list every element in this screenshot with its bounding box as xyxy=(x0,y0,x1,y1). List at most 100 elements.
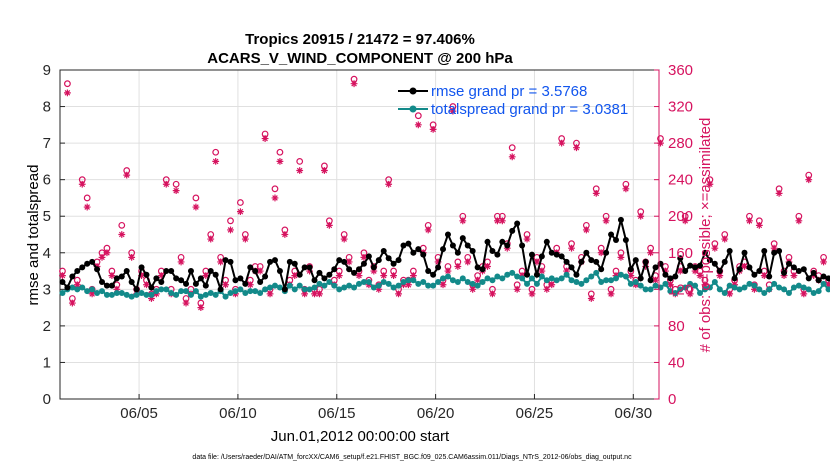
totalspread-point xyxy=(464,279,471,286)
totalspread-point xyxy=(321,282,328,289)
rmse-point xyxy=(766,273,773,280)
totalspread-point xyxy=(252,288,259,295)
rmse-point xyxy=(291,260,298,267)
rmse-point xyxy=(563,258,570,265)
obs-assimilated-point xyxy=(538,267,546,275)
y-axis-right-label: # of obs: o=possible; ×=assimilated xyxy=(697,118,714,353)
rmse-point xyxy=(178,277,185,284)
rmse-point xyxy=(761,247,768,254)
totalspread-point xyxy=(232,288,239,295)
rmse-point xyxy=(593,258,600,265)
totalspread-point xyxy=(815,288,822,295)
obs-assimilated-point xyxy=(474,276,482,284)
rmse-point xyxy=(627,266,634,273)
rmse-point xyxy=(113,275,120,282)
obs-assimilated-point xyxy=(123,171,131,179)
totalspread-point xyxy=(108,291,115,298)
obs-assimilated-point xyxy=(513,285,521,293)
y-right-tick-label: 0 xyxy=(668,391,676,408)
totalspread-point xyxy=(128,293,135,300)
totalspread-point xyxy=(79,284,86,291)
obs-assimilated-point xyxy=(662,267,669,275)
totalspread-point xyxy=(608,277,615,284)
rmse-point xyxy=(474,264,481,271)
obs-assimilated-point xyxy=(59,272,66,280)
rmse-point xyxy=(825,275,830,282)
rmse-point xyxy=(123,268,130,275)
totalspread-point xyxy=(820,280,827,287)
rmse-point xyxy=(657,260,664,267)
rmse-point xyxy=(331,266,338,273)
rmse-point xyxy=(415,246,422,253)
rmse-point xyxy=(613,236,620,243)
totalspread-point xyxy=(370,284,377,291)
rmse-point xyxy=(118,273,125,280)
rmse-point xyxy=(603,249,610,256)
obs-assimilated-point xyxy=(390,272,398,280)
rmse-point xyxy=(326,271,333,278)
grid-lines xyxy=(60,70,659,399)
totalspread-point xyxy=(158,286,165,293)
rmse-point xyxy=(232,277,239,284)
obs-assimilated-point xyxy=(548,281,556,289)
obs-assimilated-point xyxy=(820,258,827,266)
rmse-point xyxy=(637,275,644,282)
totalspread-point xyxy=(538,273,545,280)
rmse-point xyxy=(568,264,575,271)
obs-assimilated-point xyxy=(256,267,264,275)
rmse-point xyxy=(380,247,387,254)
totalspread-point xyxy=(795,282,802,289)
rmse-point xyxy=(444,231,451,238)
rmse-point xyxy=(79,264,86,271)
totalspread-point xyxy=(395,282,402,289)
rmse-point xyxy=(360,260,367,267)
obs-assimilated-point xyxy=(459,217,467,225)
totalspread-point xyxy=(242,289,249,296)
rmse-point xyxy=(405,240,412,247)
totalspread-point xyxy=(306,286,313,293)
obs-assimilated-point xyxy=(657,139,664,147)
y-right-tick-label: 80 xyxy=(668,318,685,335)
x-tick-label: 06/15 xyxy=(318,405,356,422)
totalspread-point xyxy=(736,286,743,293)
obs-assimilated-point xyxy=(647,249,654,257)
obs-assimilated-point xyxy=(686,290,694,298)
totalspread-point xyxy=(598,279,605,286)
totalspread-point xyxy=(711,279,718,286)
rmse-point xyxy=(805,275,812,282)
obs-assimilated-point xyxy=(316,290,323,298)
rmse-point xyxy=(420,251,427,258)
y-left-tick-label: 3 xyxy=(43,281,51,298)
obs-assimilated-point xyxy=(113,285,121,293)
totalspread-point xyxy=(207,289,214,296)
totalspread-point xyxy=(405,277,412,284)
x-tick-label: 06/20 xyxy=(417,405,455,422)
totalspread-point xyxy=(202,291,209,298)
totalspread-point xyxy=(346,282,353,289)
rmse-point xyxy=(677,255,684,262)
obs-assimilated-point xyxy=(88,290,96,298)
totalspread-point xyxy=(400,279,407,286)
rmse-point xyxy=(435,264,442,271)
obs-possible-point xyxy=(236,199,244,206)
legend-spread-marker xyxy=(409,105,417,113)
rmse-point xyxy=(346,266,353,273)
obs-assimilated-point xyxy=(325,221,333,229)
rmse-point xyxy=(721,258,728,265)
x-tick-label: 06/05 xyxy=(120,405,158,422)
rmse-point xyxy=(390,260,397,267)
rmse-point xyxy=(311,277,318,284)
y-right-tick-label: 160 xyxy=(668,245,693,262)
rmse-point xyxy=(820,273,827,280)
totalspread-point xyxy=(410,277,417,284)
y-right-tick-label: 200 xyxy=(668,208,693,225)
totalspread-point xyxy=(390,284,397,291)
totalspread-point xyxy=(227,289,234,296)
obs-assimilated-point xyxy=(597,249,605,257)
rmse-point xyxy=(795,268,802,275)
totalspread-point xyxy=(59,289,66,296)
obs-assimilated-point xyxy=(676,267,684,275)
rmse-point xyxy=(479,266,486,273)
rmse-point xyxy=(776,247,783,254)
obs-assimilated-point xyxy=(350,80,358,88)
